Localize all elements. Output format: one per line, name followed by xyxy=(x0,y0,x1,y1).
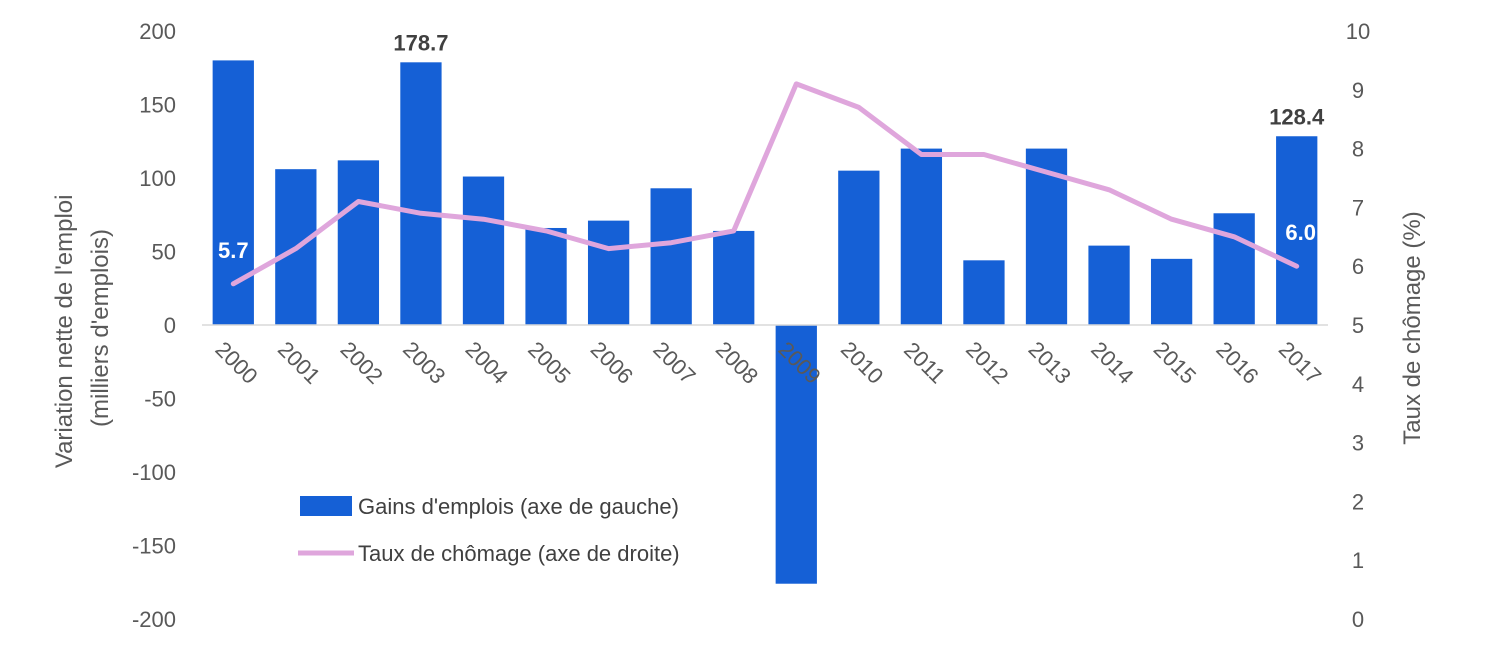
bar-2007 xyxy=(650,188,692,325)
category-label-2004: 2004 xyxy=(461,337,513,389)
left-axis-ticks: 200 150 100 50 0 -50 -100 -150 -200 xyxy=(132,19,176,632)
right-tick-label: 5 xyxy=(1352,313,1364,338)
bar-2014 xyxy=(1088,245,1130,325)
left-tick-label: -150 xyxy=(132,534,176,559)
left-tick-label: -100 xyxy=(132,460,176,485)
left-tick-label: 200 xyxy=(139,19,176,44)
bar-2009 xyxy=(775,325,817,584)
category-label-2006: 2006 xyxy=(586,337,638,389)
bars-layer xyxy=(212,60,1318,584)
left-axis-title: Variation nette de l'emploi (milliers d'… xyxy=(51,188,114,468)
category-label-2003: 2003 xyxy=(398,337,450,389)
left-tick-label: 100 xyxy=(139,166,176,191)
legend-line-label: Taux de chômage (axe de droite) xyxy=(358,541,680,566)
data-label: 128.4 xyxy=(1269,104,1325,129)
right-tick-label: 6 xyxy=(1352,254,1364,279)
legend-bar-label: Gains d'emplois (axe de gauche) xyxy=(358,494,679,519)
category-label-2002: 2002 xyxy=(336,337,388,389)
category-label-2017: 2017 xyxy=(1274,337,1326,389)
bar-2016 xyxy=(1213,213,1255,325)
left-tick-label: -50 xyxy=(144,387,176,412)
left-axis-title-line-2: (milliers d'emplois) xyxy=(87,229,114,427)
left-tick-label: 0 xyxy=(164,313,176,338)
category-label-2013: 2013 xyxy=(1024,337,1076,389)
right-tick-label: 9 xyxy=(1352,78,1364,103)
right-tick-label: 0 xyxy=(1352,607,1364,632)
right-tick-label: 3 xyxy=(1352,431,1364,456)
category-label-2011: 2011 xyxy=(899,337,950,388)
legend-bar-swatch xyxy=(300,496,352,516)
category-label-2001: 2001 xyxy=(273,337,325,389)
data-labels: 178.7 128.4 5.7 6.0 xyxy=(218,30,1325,263)
right-axis-title: Taux de chômage (%) xyxy=(1399,211,1426,444)
data-label: 5.7 xyxy=(218,238,249,263)
bar-2005 xyxy=(525,227,567,325)
right-tick-label: 7 xyxy=(1352,195,1364,220)
category-label-2014: 2014 xyxy=(1086,337,1138,389)
bar-2012 xyxy=(963,260,1005,325)
category-label-2015: 2015 xyxy=(1149,337,1201,389)
category-label-2007: 2007 xyxy=(648,337,700,389)
bar-2003 xyxy=(400,62,442,325)
bar-2017 xyxy=(1276,136,1318,325)
bar-2010 xyxy=(838,170,880,325)
data-label: 178.7 xyxy=(393,30,448,55)
category-label-2010: 2010 xyxy=(836,337,888,389)
right-tick-label: 2 xyxy=(1352,489,1364,514)
bar-2015 xyxy=(1150,258,1193,325)
category-label-2000: 2000 xyxy=(210,337,262,389)
left-axis-title-line-1: Variation nette de l'emploi xyxy=(51,195,78,469)
data-label: 6.0 xyxy=(1285,220,1316,245)
category-label-2005: 2005 xyxy=(523,337,575,389)
bar-2002 xyxy=(337,160,380,325)
category-label-2008: 2008 xyxy=(711,337,763,389)
right-tick-label: 8 xyxy=(1352,137,1364,162)
bar-2006 xyxy=(587,220,630,325)
right-tick-label: 1 xyxy=(1352,548,1364,573)
left-tick-label: 50 xyxy=(152,240,176,265)
category-label-2016: 2016 xyxy=(1211,337,1263,389)
category-labels: 2000 2001 2002 2003 2004 2005 2006 2007 2008 2009… xyxy=(210,337,1326,389)
right-tick-label: 4 xyxy=(1352,372,1364,397)
bar-2011 xyxy=(900,148,943,325)
left-tick-label: 150 xyxy=(139,93,176,118)
right-tick-label: 10 xyxy=(1346,19,1370,44)
unemployment-rate-line xyxy=(230,81,1300,287)
bar-2000 xyxy=(212,60,254,326)
bar-2008 xyxy=(713,230,755,325)
legend: Gains d'emplois (axe de gauche) Taux de … xyxy=(298,494,680,566)
category-label-2012: 2012 xyxy=(961,337,1013,389)
left-tick-label: -200 xyxy=(132,607,176,632)
bar-2004 xyxy=(462,176,505,325)
